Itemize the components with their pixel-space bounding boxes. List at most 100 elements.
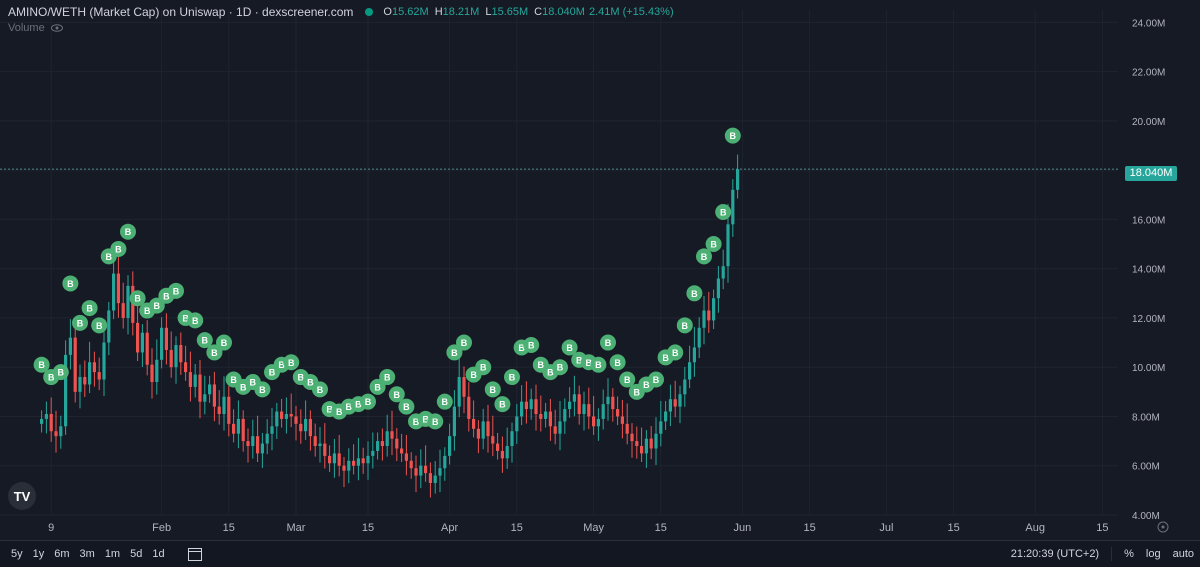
candle-body: [668, 399, 672, 412]
candle-body: [112, 273, 116, 311]
x-tick-label: 15: [511, 522, 523, 534]
candle-body: [83, 377, 87, 385]
svg-text:B: B: [547, 368, 554, 378]
svg-text:B: B: [528, 341, 535, 351]
svg-text:B: B: [163, 291, 170, 301]
svg-text:B: B: [259, 385, 266, 395]
svg-text:B: B: [653, 375, 660, 385]
calendar-icon[interactable]: [187, 547, 202, 561]
svg-text:B: B: [96, 321, 103, 331]
svg-text:B: B: [326, 405, 333, 415]
candle-body: [390, 431, 394, 439]
candle-body: [184, 362, 188, 373]
percent-toggle[interactable]: %: [1124, 548, 1134, 560]
range-5y[interactable]: 5y: [11, 548, 23, 560]
candle-body: [97, 372, 101, 380]
candle-body: [707, 310, 711, 321]
candle-body: [150, 364, 154, 382]
buy-marker: B: [705, 236, 722, 253]
buy-marker: B: [561, 339, 578, 356]
low-value: 15.65M: [491, 6, 529, 18]
buy-marker: B: [504, 369, 520, 386]
candle-body: [164, 327, 168, 350]
range-1m[interactable]: 1m: [104, 548, 121, 560]
svg-text:B: B: [662, 353, 669, 363]
svg-text:B: B: [374, 382, 381, 392]
y-tick-label: 16.00M: [1132, 215, 1165, 226]
svg-text:B: B: [499, 400, 506, 410]
svg-text:B: B: [182, 313, 189, 323]
clock[interactable]: 21:20:39 (UTC+2): [1010, 548, 1100, 560]
range-5d[interactable]: 5d: [130, 548, 143, 560]
svg-text:B: B: [605, 338, 612, 348]
candle-body: [452, 406, 456, 437]
range-1y[interactable]: 1y: [32, 548, 45, 560]
candle-body: [246, 441, 250, 447]
buy-marker: B: [523, 337, 540, 354]
status-dot-icon: [365, 8, 374, 16]
svg-text:B: B: [480, 363, 487, 373]
x-tick-label: May: [583, 522, 604, 534]
range-1d[interactable]: 1d: [152, 548, 165, 560]
candle-body: [510, 431, 514, 447]
bottom-right-controls: 21:20:39 (UTC+2) % log auto: [1011, 541, 1194, 567]
range-3m[interactable]: 3m: [79, 548, 95, 560]
candle-body: [294, 416, 298, 424]
svg-text:B: B: [211, 348, 218, 358]
svg-text:B: B: [336, 407, 343, 417]
svg-text:B: B: [355, 400, 362, 410]
candle-body: [587, 404, 591, 417]
candle-body: [64, 354, 68, 427]
candle-body: [424, 465, 428, 474]
candle-body: [692, 347, 696, 363]
log-toggle[interactable]: log: [1145, 548, 1161, 560]
buy-marker: B: [494, 396, 511, 413]
candle-body: [539, 414, 543, 419]
candle-body: [683, 379, 687, 395]
svg-text:B: B: [173, 286, 180, 296]
svg-text:B: B: [720, 208, 727, 218]
candle-body: [558, 421, 562, 434]
buy-marker: B: [360, 393, 376, 410]
candle-body: [169, 349, 173, 368]
buy-marker: B: [369, 378, 386, 395]
svg-text:B: B: [269, 368, 276, 378]
candle-body: [256, 436, 260, 454]
candle-body: [380, 441, 384, 447]
x-tick-label: 15: [1096, 522, 1108, 534]
open-value: 15.62M: [391, 6, 429, 18]
volume-indicator[interactable]: Volume: [8, 22, 63, 34]
candle-body: [136, 322, 140, 353]
close-key: C: [534, 6, 543, 18]
candle-body: [625, 423, 629, 434]
close-value: 18.040M: [542, 6, 585, 18]
buy-marker: B: [475, 359, 492, 376]
svg-text:B: B: [403, 402, 410, 412]
svg-text:B: B: [307, 377, 314, 387]
eye-icon[interactable]: [50, 24, 63, 32]
candle-body: [640, 446, 644, 454]
candle-body: [462, 377, 466, 397]
range-6m[interactable]: 6m: [54, 548, 70, 560]
auto-toggle[interactable]: auto: [1172, 548, 1194, 560]
candle-body: [649, 438, 653, 449]
buy-marker: B: [33, 356, 50, 373]
candle-body: [400, 448, 404, 454]
chart-title: AMINO/WETH (Market Cap) on Uniswap · 1D …: [8, 5, 354, 19]
axis-settings-icon[interactable]: [1157, 521, 1169, 533]
candle-body: [577, 394, 581, 414]
buy-marker: B: [312, 381, 328, 398]
svg-text:B: B: [470, 370, 477, 380]
candle-body: [572, 394, 576, 402]
x-tick-label: Mar: [287, 522, 306, 534]
svg-text:B: B: [86, 304, 93, 314]
tradingview-logo[interactable]: TV: [8, 482, 36, 510]
x-tick-label: Aug: [1025, 522, 1045, 534]
buy-marker: B: [72, 314, 88, 331]
candle-body: [544, 411, 548, 419]
svg-text:B: B: [154, 301, 161, 311]
buy-marker: B: [398, 398, 415, 415]
buy-marker: B: [446, 344, 463, 361]
